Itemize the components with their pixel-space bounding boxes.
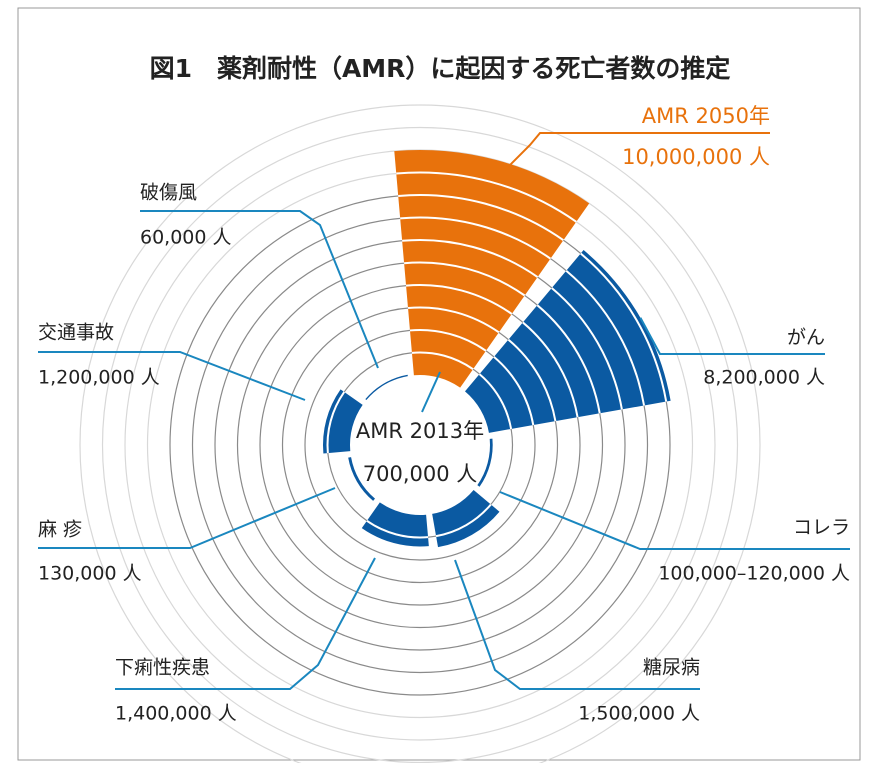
grid-ring (124, 149, 716, 741)
category-label: コレラ (793, 517, 850, 539)
value-label: 1,400,000 人 (115, 703, 237, 725)
bar-divider (396, 171, 577, 223)
leader-line (499, 491, 850, 550)
category-label: 麻 疹 (38, 519, 82, 541)
bar-divider (565, 269, 646, 406)
leader-line (115, 557, 376, 690)
category-label: 下痢性疾患 (115, 657, 210, 679)
leader-line (38, 351, 306, 401)
bar (361, 502, 429, 547)
bar-divider (478, 373, 513, 430)
chart-title: 図1 薬剤耐性（AMR）に起因する死亡者数の推定 (150, 54, 731, 83)
bar-divider (411, 351, 474, 371)
center-title: AMR 2013年 (356, 419, 484, 443)
bar (477, 438, 493, 487)
value-label: 60,000 人 (140, 227, 232, 249)
value-label: 1,200,000 人 (38, 367, 160, 389)
value-label: 1,500,000 人 (578, 703, 700, 725)
bar-divider (580, 252, 668, 402)
bar-divider (398, 194, 564, 242)
bar (394, 150, 590, 388)
center-leader (421, 371, 441, 413)
bar (348, 457, 376, 501)
value-label: 10,000,000 人 (622, 145, 770, 169)
leader-line (639, 317, 825, 355)
category-label: AMR 2050年 (642, 104, 770, 128)
bar-divider (522, 321, 579, 418)
category-label: 糖尿病 (643, 657, 700, 679)
bar (464, 250, 671, 433)
leader-line (38, 487, 336, 549)
bar-divider (400, 216, 552, 260)
bar-divider (507, 338, 557, 422)
category-label: がん (787, 327, 825, 349)
bar-divider (409, 329, 487, 352)
center-label: 700,000 人 (363, 462, 478, 486)
category-label: 交通事故 (38, 322, 114, 344)
grid-ring (79, 104, 761, 763)
center-circle (352, 377, 488, 513)
bar (323, 389, 363, 454)
leader-line (504, 132, 770, 171)
value-label: 130,000 人 (38, 563, 142, 585)
leader-line (140, 210, 379, 369)
bar-divider (366, 519, 429, 539)
bar-divider (551, 287, 623, 410)
frame (17, 7, 861, 761)
value-label: 100,000–120,000 人 (658, 563, 850, 585)
bar-divider (493, 356, 535, 426)
value-label: 8,200,000 人 (703, 367, 825, 389)
bar-divider (402, 239, 539, 278)
bar-divider (407, 306, 500, 334)
bar-divider (326, 391, 346, 454)
bar-divider (404, 261, 526, 297)
leader-line (454, 559, 700, 690)
bar-divider (405, 284, 513, 315)
category-label: 破傷風 (140, 182, 197, 204)
bar-divider (536, 304, 601, 414)
bar-divider (435, 503, 492, 538)
